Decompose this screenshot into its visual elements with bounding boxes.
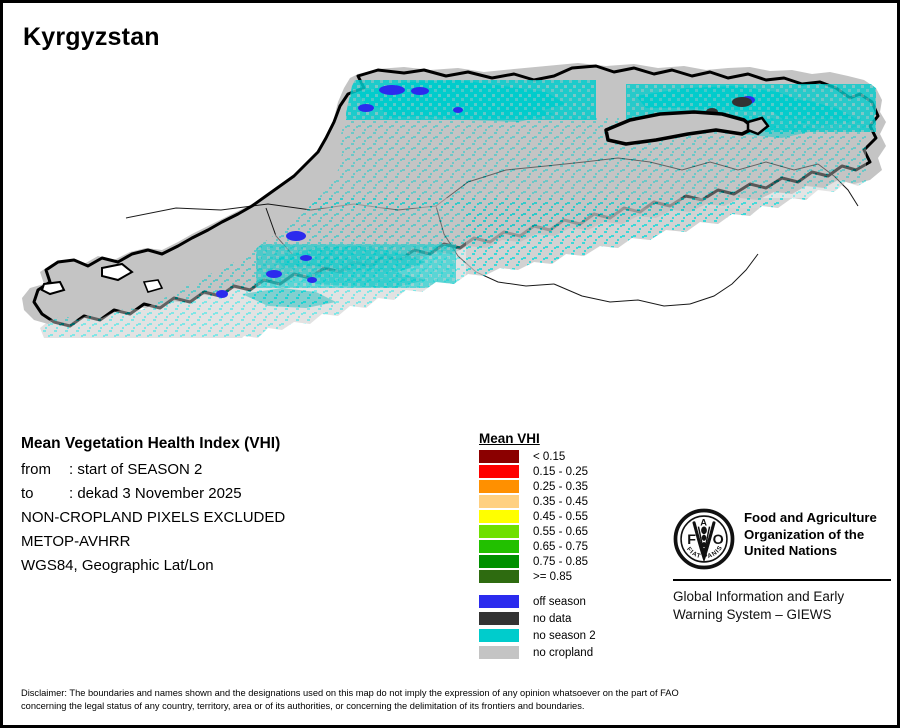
legend-extra-row: no cropland bbox=[471, 644, 671, 661]
legend-class-row: < 0.15 bbox=[471, 449, 671, 464]
info-from-value: start of SEASON 2 bbox=[77, 461, 203, 478]
fao-header: F O A FIAT PANIS Food and Agriculture Or… bbox=[673, 508, 893, 570]
legend-extra-swatch bbox=[479, 646, 519, 659]
western-lake-2 bbox=[40, 280, 66, 296]
legend-extra-row: off season bbox=[471, 593, 671, 610]
map-legend: Mean VHI < 0.15 0.15 - 0.25 0.25 - 0.35 0.3… bbox=[471, 431, 671, 661]
legend-class-row: >= 0.85 bbox=[471, 569, 671, 584]
legend-class-label: 0.55 - 0.65 bbox=[533, 525, 588, 538]
legend-extra-swatch bbox=[479, 612, 519, 625]
giews-line1: Global Information and Early bbox=[673, 589, 845, 604]
lake-inlet bbox=[746, 116, 770, 136]
legend-class-row: 0.55 - 0.65 bbox=[471, 524, 671, 539]
info-from-key: from bbox=[21, 461, 51, 478]
legend-class-label: 0.35 - 0.45 bbox=[533, 495, 588, 508]
legend-class-swatch bbox=[479, 555, 519, 568]
fao-divider bbox=[673, 579, 891, 581]
legend-class-label: 0.75 - 0.85 bbox=[533, 555, 588, 568]
legend-class-row: 0.65 - 0.75 bbox=[471, 539, 671, 554]
svg-text:F: F bbox=[687, 532, 696, 548]
disclaimer-line1: Disclaimer: The boundaries and names sho… bbox=[21, 688, 679, 698]
legend-class-swatch bbox=[479, 525, 519, 538]
legend-title: Mean VHI bbox=[479, 431, 540, 446]
info-to-key: to bbox=[21, 485, 34, 502]
svg-text:A: A bbox=[700, 517, 707, 527]
map-canvas[interactable] bbox=[6, 58, 897, 418]
legend-extra-label: no season 2 bbox=[533, 629, 596, 642]
legend-class-swatch bbox=[479, 540, 519, 553]
disclaimer-line2: concerning the legal status of any count… bbox=[21, 701, 585, 712]
fao-logo-icon: F O A FIAT PANIS bbox=[673, 508, 735, 570]
info-note-projection: WGS84, Geographic Lat/Lon bbox=[21, 557, 214, 574]
info-to-sep: : bbox=[69, 485, 78, 502]
legend-class-label: < 0.15 bbox=[533, 450, 566, 463]
fao-organization-name: Food and Agriculture Organization of the… bbox=[744, 508, 877, 560]
fao-branding: F O A FIAT PANIS Food and Agriculture Or… bbox=[673, 508, 893, 623]
western-lake-3 bbox=[142, 279, 164, 293]
legend-class-swatch bbox=[479, 450, 519, 463]
svg-text:O: O bbox=[713, 532, 724, 548]
western-lake-1 bbox=[101, 262, 134, 282]
legend-extra-label: off season bbox=[533, 595, 586, 608]
legend-class-row: 0.75 - 0.85 bbox=[471, 554, 671, 569]
legend-class-row: 0.15 - 0.25 bbox=[471, 464, 671, 479]
info-row-to: to: dekad 3 November 2025 bbox=[21, 485, 451, 502]
fao-name-line2: Organization of the bbox=[744, 526, 865, 542]
legend-class-label: >= 0.85 bbox=[533, 570, 573, 583]
legend-class-label: 0.65 - 0.75 bbox=[533, 540, 588, 553]
legend-class-swatch bbox=[479, 465, 519, 478]
legend-class-swatch bbox=[479, 510, 519, 523]
giews-line2: Warning System – GIEWS bbox=[673, 606, 832, 622]
info-note-sensor: METOP-AVHRR bbox=[21, 533, 131, 550]
info-from-sep: : bbox=[69, 461, 78, 478]
info-heading: Mean Vegetation Health Index (VHI) bbox=[21, 435, 281, 452]
legend-class-row: 0.25 - 0.35 bbox=[471, 479, 671, 494]
legend-class-label: 0.25 - 0.35 bbox=[533, 480, 588, 493]
legend-extra-list: off season no data no season 2 no cropland bbox=[471, 593, 671, 661]
info-row-from: from: start of SEASON 2 bbox=[21, 461, 451, 478]
legend-extra-swatch bbox=[479, 629, 519, 642]
fao-name-line3: United Nations bbox=[744, 543, 838, 559]
legend-class-swatch bbox=[479, 570, 519, 583]
giews-label: Global Information and Early Warning Sys… bbox=[673, 588, 893, 623]
legend-extra-row: no data bbox=[471, 610, 671, 627]
legend-class-list: < 0.15 0.15 - 0.25 0.25 - 0.35 0.35 - 0.45 0… bbox=[471, 449, 671, 584]
info-to-value: dekad 3 November 2025 bbox=[77, 485, 242, 502]
info-note-cropland: NON-CROPLAND PIXELS EXCLUDED bbox=[21, 509, 286, 526]
page-title: Kyrgyzstan bbox=[23, 23, 160, 51]
kyrgyzstan-map-svg bbox=[22, 63, 886, 338]
legend-class-swatch bbox=[479, 480, 519, 493]
legend-extra-label: no data bbox=[533, 612, 572, 625]
legend-class-label: 0.45 - 0.55 bbox=[533, 510, 588, 523]
fao-name-line1: Food and Agriculture bbox=[744, 510, 877, 525]
legend-extra-swatch bbox=[479, 595, 519, 608]
legend-class-swatch bbox=[479, 495, 519, 508]
disclaimer: Disclaimer: The boundaries and names sho… bbox=[21, 687, 883, 714]
legend-class-label: 0.15 - 0.25 bbox=[533, 465, 588, 478]
legend-class-row: 0.35 - 0.45 bbox=[471, 494, 671, 509]
legend-class-row: 0.45 - 0.55 bbox=[471, 509, 671, 524]
country-shape bbox=[26, 64, 882, 338]
legend-extra-row: no season 2 bbox=[471, 627, 671, 644]
map-info-block: Mean Vegetation Health Index (VHI) from:… bbox=[21, 435, 451, 581]
legend-extra-label: no cropland bbox=[533, 646, 594, 659]
